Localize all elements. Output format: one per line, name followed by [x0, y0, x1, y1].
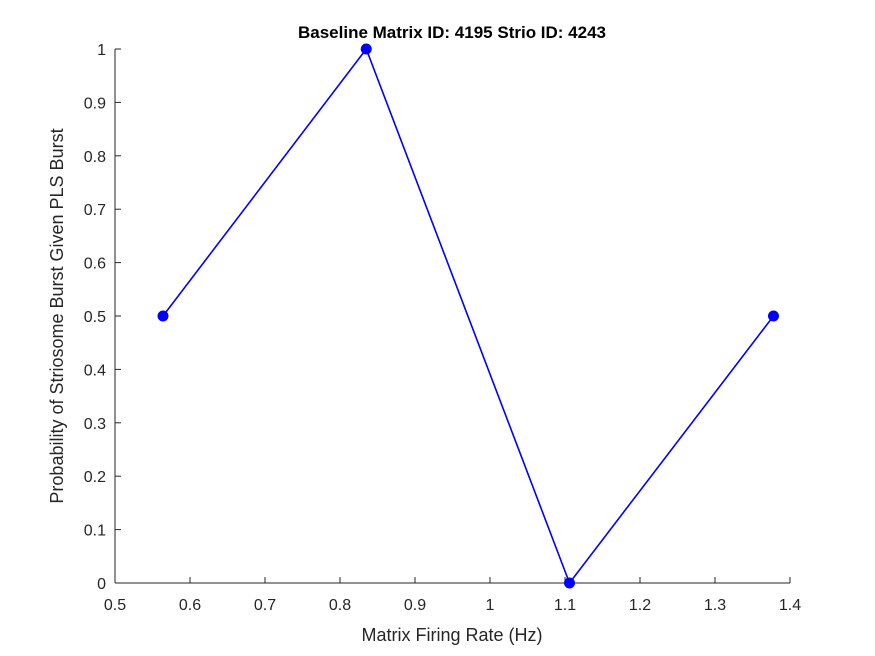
x-tick-label: 1.1 [554, 597, 576, 614]
y-tick-label: 1 [97, 42, 106, 59]
data-point [564, 577, 575, 589]
y-axis: 0 0.1 0.2 0.3 0.4 0.5 0.6 0.7 0.8 0.9 1 [84, 42, 121, 593]
y-tick-label: 0.4 [84, 362, 106, 379]
x-axis: 0.5 0.6 0.7 0.8 0.9 1 1.1 1.2 1.3 1.4 [104, 577, 801, 614]
y-tick-label: 0.9 [84, 95, 106, 112]
y-tick-label: 0 [97, 576, 106, 593]
y-tick-label: 0.6 [84, 256, 106, 273]
y-tick-label: 0.1 [84, 523, 106, 540]
x-tick-label: 0.6 [179, 597, 201, 614]
chart-title: Baseline Matrix ID: 4195 Strio ID: 4243 [298, 23, 606, 42]
y-tick-label: 0.3 [84, 416, 106, 433]
series-line [162, 47, 775, 585]
data-point [157, 310, 169, 322]
y-tick-label: 0.7 [84, 202, 106, 219]
y-tick-label: 0.8 [84, 149, 106, 166]
y-tick-label: 0.5 [84, 309, 106, 326]
y-tick-label: 0.2 [84, 469, 106, 486]
x-tick-label: 0.9 [404, 597, 426, 614]
x-tick-label: 1.4 [779, 597, 801, 614]
x-tick-label: 1 [486, 597, 495, 614]
plot-area [114, 49, 790, 584]
x-axis-label: Matrix Firing Rate (Hz) [361, 625, 542, 645]
x-tick-label: 1.3 [704, 597, 726, 614]
x-tick-label: 0.8 [329, 597, 351, 614]
x-tick-label: 1.2 [629, 597, 651, 614]
x-tick-label: 0.7 [254, 597, 276, 614]
series-layer [157, 43, 779, 589]
y-axis-label: Probability of Striosome Burst Given PLS… [47, 128, 67, 503]
data-point [768, 310, 779, 322]
data-point [360, 43, 372, 55]
x-tick-label: 0.5 [104, 597, 126, 614]
